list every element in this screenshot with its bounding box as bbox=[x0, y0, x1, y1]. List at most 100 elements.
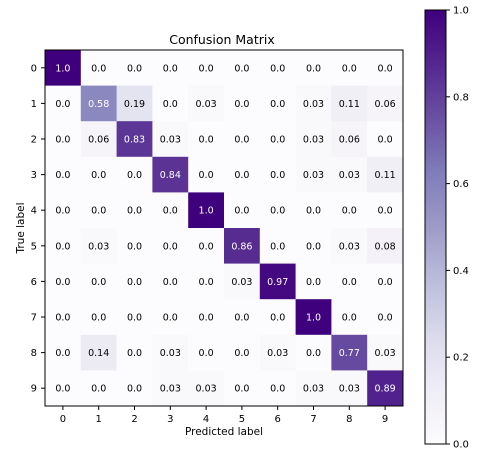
x-tick-label: 3 bbox=[167, 414, 173, 425]
heatmap-cell bbox=[331, 228, 368, 265]
cell-value-label: 0.03 bbox=[160, 135, 181, 146]
cell-value-label: 0.0 bbox=[234, 384, 249, 395]
heatmap-cell bbox=[80, 228, 118, 265]
cell-value-label: 0.11 bbox=[375, 170, 396, 181]
colorbar-ticks: 0.0 0.2 0.4 0.6 0.8 1.0 bbox=[446, 6, 469, 451]
heatmap-cell bbox=[116, 228, 153, 265]
cell-value-label: 0.14 bbox=[88, 348, 109, 359]
heatmap-cell bbox=[188, 299, 225, 336]
cell-value-label: 0.0 bbox=[163, 63, 178, 74]
heatmap-cell bbox=[188, 85, 225, 122]
cell-value-label: 0.0 bbox=[234, 135, 249, 146]
y-axis-ticks: 0 1 2 3 4 5 6 7 8 9 bbox=[31, 63, 45, 395]
heatmap-cell bbox=[331, 50, 368, 87]
heatmap-cell bbox=[152, 85, 189, 122]
heatmap-cell bbox=[80, 334, 118, 371]
cell-value-label: 0.0 bbox=[199, 277, 214, 288]
heatmap-cell bbox=[259, 263, 297, 300]
heatmap-cell bbox=[295, 370, 332, 407]
heatmap-cell bbox=[116, 156, 153, 193]
cell-value-label: 0.0 bbox=[234, 170, 249, 181]
cell-value-label: 0.0 bbox=[270, 135, 285, 146]
cell-value-label: 0.0 bbox=[127, 170, 142, 181]
heatmap-cell bbox=[259, 334, 297, 371]
heatmap-cell bbox=[188, 121, 225, 158]
heatmap-cell bbox=[224, 192, 261, 229]
x-tick-label: 9 bbox=[382, 414, 388, 425]
cell-value-label: 0.0 bbox=[270, 384, 285, 395]
cell-value-label: 1.0 bbox=[306, 313, 321, 324]
heatmap-cell bbox=[152, 121, 189, 158]
heatmap-cell bbox=[367, 156, 404, 193]
heatmap-cell bbox=[188, 334, 225, 371]
heatmap-cell bbox=[45, 228, 82, 265]
cell-value-label: 0.0 bbox=[199, 241, 214, 252]
heatmap-cell bbox=[367, 50, 404, 87]
cell-value-label: 0.0 bbox=[306, 206, 321, 217]
cell-value-label: 0.97 bbox=[267, 277, 288, 288]
x-tick-label: 7 bbox=[310, 414, 316, 425]
heatmap-cell bbox=[116, 85, 153, 122]
heatmap-cell bbox=[367, 370, 404, 407]
heatmap-cell bbox=[259, 299, 297, 336]
heatmap-cell bbox=[116, 334, 153, 371]
cell-value-label: 0.0 bbox=[306, 277, 321, 288]
plot-frame bbox=[44, 49, 404, 407]
y-tick-label: 0 bbox=[31, 63, 37, 74]
cell-value-label: 0.0 bbox=[55, 135, 70, 146]
cell-value-label: 0.0 bbox=[91, 277, 106, 288]
cell-value-label: 0.0 bbox=[378, 63, 393, 74]
cell-value-label: 0.03 bbox=[88, 241, 109, 252]
cell-value-label: 0.0 bbox=[199, 313, 214, 324]
heatmap-cell bbox=[188, 192, 225, 229]
x-tick-label: 2 bbox=[131, 414, 137, 425]
heatmap-cell bbox=[188, 370, 225, 407]
heatmap-cell bbox=[188, 156, 225, 193]
cell-value-label: 0.0 bbox=[342, 313, 357, 324]
heatmap-cell bbox=[367, 334, 404, 371]
heatmap-cell bbox=[80, 121, 118, 158]
heatmap-cell bbox=[367, 192, 404, 229]
x-axis-ticks: 0 1 2 3 4 5 6 7 8 9 bbox=[60, 406, 388, 425]
cell-value-label: 0.0 bbox=[91, 170, 106, 181]
y-tick-label: 4 bbox=[31, 206, 37, 217]
heatmap-cell bbox=[295, 299, 332, 336]
y-tick-label: 5 bbox=[31, 241, 37, 252]
heatmap-cell bbox=[331, 370, 368, 407]
cell-value-label: 0.0 bbox=[55, 313, 70, 324]
cell-value-label: 0.03 bbox=[196, 99, 217, 110]
cell-value-label: 0.0 bbox=[127, 313, 142, 324]
heatmap-cell bbox=[45, 121, 82, 158]
x-tick-label: 4 bbox=[203, 414, 209, 425]
heatmap-cell bbox=[259, 85, 297, 122]
cell-value-label: 0.0 bbox=[270, 206, 285, 217]
y-axis-label: True label bbox=[15, 202, 27, 254]
x-tick-label: 0 bbox=[60, 414, 66, 425]
heatmap-cell bbox=[80, 156, 118, 193]
cell-value-label: 0.06 bbox=[339, 135, 360, 146]
cell-value-label: 0.0 bbox=[234, 99, 249, 110]
cell-value-label: 0.08 bbox=[375, 241, 396, 252]
cell-value-label: 0.0 bbox=[55, 170, 70, 181]
y-tick-label: 6 bbox=[31, 277, 37, 288]
heatmap-cell bbox=[224, 50, 261, 87]
y-tick-label: 2 bbox=[31, 135, 37, 146]
heatmap-cell bbox=[367, 85, 404, 122]
cell-value-label: 0.0 bbox=[342, 63, 357, 74]
cell-value-label: 0.06 bbox=[88, 135, 109, 146]
heatmap-cell bbox=[295, 121, 332, 158]
heatmap-cell bbox=[80, 263, 118, 300]
cell-value-label: 0.0 bbox=[55, 384, 70, 395]
cell-value-label: 0.0 bbox=[270, 313, 285, 324]
heatmap-cell bbox=[224, 299, 261, 336]
cell-value-label: 0.11 bbox=[339, 99, 360, 110]
cell-value-label: 0.0 bbox=[270, 170, 285, 181]
cell-value-label: 0.0 bbox=[270, 99, 285, 110]
heatmap-cell bbox=[259, 156, 297, 193]
heatmap-cell bbox=[295, 263, 332, 300]
cell-value-label: 0.77 bbox=[339, 348, 360, 359]
cell-value-label: 0.0 bbox=[55, 277, 70, 288]
heatmap-cell bbox=[152, 228, 189, 265]
heatmap-cell bbox=[259, 370, 297, 407]
cell-value-label: 0.58 bbox=[88, 99, 109, 110]
